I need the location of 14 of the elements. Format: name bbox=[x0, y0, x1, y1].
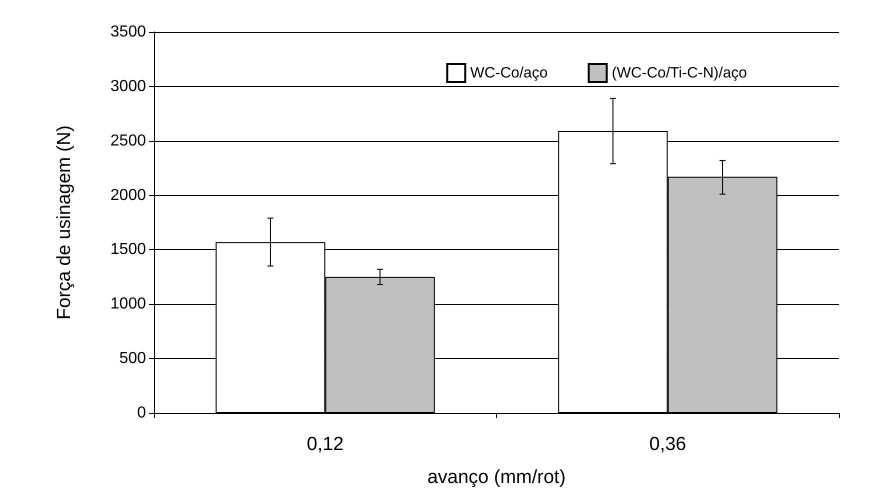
y-tick-label: 1000 bbox=[110, 296, 146, 313]
y-tick-label: 2000 bbox=[110, 186, 146, 204]
y-tick-label: 1500 bbox=[110, 241, 146, 258]
y-tick-label: 3500 bbox=[110, 24, 146, 40]
y-tick-label: 3000 bbox=[110, 78, 146, 95]
y-tick-label: 2500 bbox=[110, 132, 146, 150]
x-tick-label: 0,36 bbox=[649, 434, 686, 455]
x-tick-label: 0,12 bbox=[306, 434, 344, 455]
y-axis-title: Força de usinagem (N) bbox=[54, 125, 75, 320]
y-tick-label: 0 bbox=[137, 404, 146, 422]
y-tick-label: 500 bbox=[119, 350, 146, 368]
legend-label: WC-Co/aço bbox=[470, 64, 548, 82]
x-axis-title: avanço (mm/rot) bbox=[427, 467, 566, 488]
legend-label: (WC-Co/Ti-C-N)/aço bbox=[612, 64, 747, 82]
